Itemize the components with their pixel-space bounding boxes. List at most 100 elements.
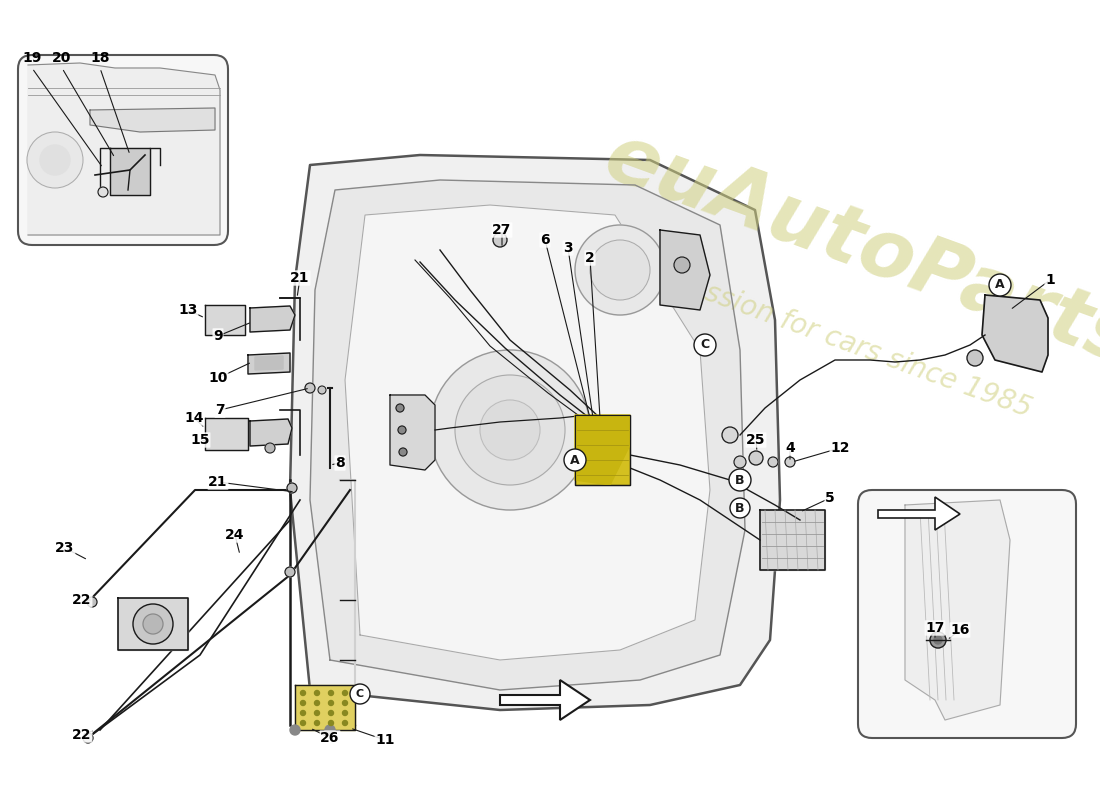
Circle shape — [729, 469, 751, 491]
Polygon shape — [760, 510, 825, 570]
Circle shape — [575, 225, 666, 315]
Circle shape — [315, 701, 319, 706]
Circle shape — [265, 443, 275, 453]
Text: 2: 2 — [585, 251, 595, 265]
Circle shape — [694, 334, 716, 356]
Text: A: A — [996, 278, 1004, 291]
Circle shape — [967, 350, 983, 366]
Text: C: C — [701, 338, 710, 351]
Text: B: B — [735, 502, 745, 514]
Circle shape — [564, 449, 586, 471]
Circle shape — [300, 721, 306, 726]
Circle shape — [342, 710, 348, 715]
Circle shape — [315, 690, 319, 695]
Circle shape — [396, 404, 404, 412]
Polygon shape — [90, 108, 214, 132]
Circle shape — [290, 725, 300, 735]
Text: 16: 16 — [950, 623, 970, 637]
Text: 10: 10 — [208, 371, 228, 385]
Circle shape — [300, 710, 306, 715]
Circle shape — [342, 701, 348, 706]
Circle shape — [930, 632, 946, 648]
Text: 7: 7 — [216, 403, 224, 417]
Polygon shape — [205, 305, 245, 335]
Text: 22: 22 — [73, 728, 91, 742]
Circle shape — [287, 483, 297, 493]
Text: 22: 22 — [73, 593, 91, 607]
Text: 14: 14 — [185, 411, 204, 425]
FancyBboxPatch shape — [858, 490, 1076, 738]
Polygon shape — [500, 680, 590, 720]
Circle shape — [143, 614, 163, 634]
Circle shape — [300, 690, 306, 695]
Polygon shape — [905, 500, 1010, 720]
Circle shape — [305, 383, 315, 393]
Polygon shape — [205, 418, 248, 450]
Circle shape — [430, 350, 590, 510]
Text: 8: 8 — [336, 456, 345, 470]
Circle shape — [329, 701, 333, 706]
Polygon shape — [118, 598, 188, 650]
Circle shape — [768, 457, 778, 467]
Circle shape — [40, 145, 70, 175]
Text: 11: 11 — [375, 733, 395, 747]
Circle shape — [133, 604, 173, 644]
Text: 26: 26 — [320, 731, 340, 745]
Circle shape — [398, 426, 406, 434]
Circle shape — [329, 721, 333, 726]
Circle shape — [315, 721, 319, 726]
Circle shape — [285, 567, 295, 577]
Text: a passion for cars since 1985: a passion for cars since 1985 — [645, 258, 1036, 422]
Circle shape — [722, 427, 738, 443]
Circle shape — [98, 187, 108, 197]
Circle shape — [300, 701, 306, 706]
Text: 27: 27 — [493, 223, 512, 237]
Text: 3: 3 — [563, 241, 573, 255]
Polygon shape — [250, 419, 292, 446]
Polygon shape — [250, 306, 295, 332]
Text: 23: 23 — [55, 541, 75, 555]
Circle shape — [785, 457, 795, 467]
Text: 12: 12 — [830, 441, 849, 455]
Circle shape — [329, 710, 333, 715]
Text: 25: 25 — [746, 433, 766, 447]
Text: B: B — [735, 474, 745, 486]
Text: C: C — [356, 689, 364, 699]
Polygon shape — [310, 180, 745, 690]
Circle shape — [734, 456, 746, 468]
Polygon shape — [110, 148, 150, 195]
Circle shape — [674, 257, 690, 273]
Text: 24: 24 — [226, 528, 244, 542]
Polygon shape — [660, 230, 710, 310]
Circle shape — [342, 721, 348, 726]
Text: 21: 21 — [290, 271, 310, 285]
Text: 15: 15 — [190, 433, 210, 447]
Text: A: A — [570, 454, 580, 466]
Polygon shape — [345, 205, 710, 660]
Text: euAutoParts: euAutoParts — [594, 118, 1100, 382]
Circle shape — [324, 725, 336, 735]
Circle shape — [934, 636, 942, 644]
Text: 5: 5 — [825, 491, 835, 505]
Polygon shape — [295, 685, 355, 730]
Text: 4: 4 — [785, 441, 795, 455]
Circle shape — [28, 132, 82, 188]
Text: 19: 19 — [22, 51, 42, 65]
Text: 13: 13 — [178, 303, 198, 317]
Circle shape — [87, 597, 97, 607]
Polygon shape — [28, 63, 220, 235]
Polygon shape — [255, 356, 283, 370]
Text: 21: 21 — [208, 475, 228, 489]
Circle shape — [342, 690, 348, 695]
Circle shape — [399, 448, 407, 456]
Polygon shape — [248, 353, 290, 374]
Circle shape — [350, 684, 370, 704]
Circle shape — [749, 451, 763, 465]
Polygon shape — [878, 497, 960, 530]
Circle shape — [82, 733, 94, 743]
Circle shape — [318, 386, 326, 394]
Polygon shape — [390, 395, 435, 470]
Polygon shape — [290, 155, 780, 710]
Circle shape — [590, 240, 650, 300]
Circle shape — [480, 400, 540, 460]
